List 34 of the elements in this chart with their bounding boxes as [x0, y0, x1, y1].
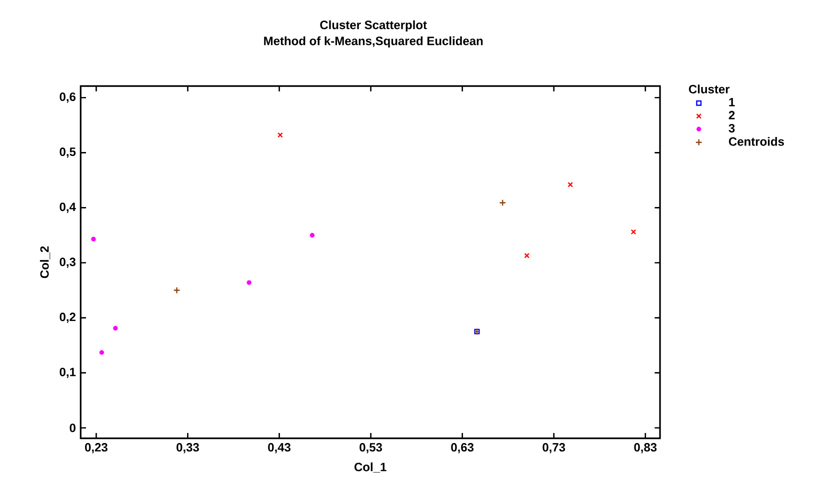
chart-title: Cluster Scatterplot: [320, 20, 427, 32]
legend-label: 1: [729, 98, 735, 106]
legend-title: Cluster: [688, 84, 730, 94]
x-axis-title: Col_1: [354, 462, 386, 473]
x-tick-label: 0,63: [451, 443, 474, 454]
y-tick-label: 0,3: [60, 258, 76, 268]
legend-label: 3: [728, 124, 735, 132]
point: [568, 182, 573, 188]
legend-label: 2: [728, 110, 735, 120]
y-axis-title: Col_2: [40, 246, 50, 278]
x-tick-label: 0,53: [360, 443, 382, 454]
y-tick-label: 0,4: [60, 202, 76, 213]
point: [246, 280, 252, 285]
point: [173, 286, 180, 294]
y-tick-label: 0,2: [60, 312, 76, 323]
x-tick-label: 0,83: [634, 443, 657, 454]
y-tick-label: 0: [70, 424, 76, 432]
x-tick-label: 0,33: [176, 443, 199, 454]
x-tick-label: 0,23: [85, 443, 108, 454]
point: [113, 326, 118, 331]
point: [91, 236, 96, 242]
y-tick-label: 0,1: [60, 368, 76, 378]
x-tick-label: 0,73: [542, 443, 566, 454]
point: [499, 199, 506, 206]
point: [310, 232, 315, 238]
legend-label: Centroids: [728, 136, 784, 146]
y-tick-label: 0,6: [60, 92, 76, 103]
y-tick-label: 0,5: [60, 148, 76, 158]
point: [99, 350, 104, 355]
point: [278, 132, 283, 138]
point: [524, 252, 530, 258]
point: [630, 229, 636, 235]
x-tick-label: 0,43: [268, 443, 291, 454]
chart-subtitle: Method of k-Means,Squared Euclidean: [264, 36, 483, 48]
